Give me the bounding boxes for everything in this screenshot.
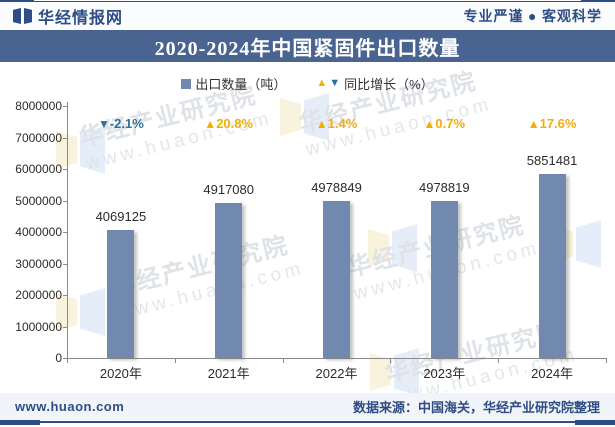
bar-2021年 [215, 203, 243, 358]
y-tick [63, 200, 67, 202]
y-tick [63, 106, 67, 107]
growth-label-2021年: ▲20.8% [181, 116, 277, 131]
growth-value: 20.8% [216, 116, 254, 131]
footer-site-url: www.huaon.com [15, 399, 125, 414]
y-tick-label: 1000000 [15, 319, 62, 334]
y-tick-label: 6000000 [15, 162, 62, 176]
growth-value: 17.6% [539, 116, 577, 131]
y-tick-label: 2000000 [15, 288, 62, 302]
top-rule [0, 1, 615, 2]
triangle-up-icon: ▲ [423, 117, 436, 131]
x-tick [606, 358, 607, 363]
bar-2024年 [538, 173, 566, 358]
site-header: 华经情报网 专业严谨 ● 客观科学 [0, 2, 615, 30]
bar-value-2020年: 4069125 [95, 208, 147, 224]
data-source-note: 数据来源：中国海关，华经产业研究院整理 [352, 400, 600, 415]
x-label-2021年: 2021年 [207, 366, 250, 381]
x-tick [282, 358, 284, 363]
bar-value-2024年: 5851481 [526, 152, 578, 168]
triangle-down-icon: ▼ [329, 77, 341, 89]
growth-value: 1.4% [327, 116, 358, 131]
y-tick-label: 0 [55, 351, 62, 365]
chart-legend: 出口数量（吨） ▲ ▼ 同比增长（%） [0, 74, 615, 93]
title-band: 2020-2024年中国紧固件出口数量 [0, 30, 615, 62]
triangle-up-icon: ▲ [204, 117, 217, 131]
growth-label-2023年: ▲0.7% [396, 116, 492, 131]
x-tick [390, 358, 392, 363]
bar-2023年 [430, 201, 458, 358]
x-axis-line [67, 358, 607, 359]
legend-label-export: 出口数量（吨） [195, 77, 287, 92]
legend-item-export: 出口数量（吨） [181, 74, 286, 93]
bar-value-2021年: 4917080 [203, 182, 254, 198]
bottom-rule-right-cap [575, 419, 615, 425]
triangle-down-icon: ▼ [97, 117, 110, 131]
growth-label-2024年: ▲17.6% [504, 116, 600, 131]
y-tick [63, 169, 67, 170]
y-tick-label: 3000000 [15, 256, 62, 271]
growth-value: -2.1% [109, 116, 144, 131]
triangle-up-icon: ▲ [316, 77, 328, 89]
x-label-2023年: 2023年 [423, 366, 466, 381]
x-label-2022年: 2022年 [315, 366, 358, 381]
bar-value-2022年: 4978849 [311, 180, 362, 196]
y-tick [63, 263, 67, 265]
bar-value-2023年: 4978819 [418, 180, 470, 196]
chart-title: 2020-2024年中国紧固件出口数量 [154, 37, 461, 60]
y-tick [63, 358, 67, 359]
bottom-rule [0, 421, 615, 423]
bottom-rule-left-cap [0, 419, 40, 425]
watermark-logo-icon [366, 224, 420, 272]
y-tick-label: 5000000 [15, 193, 62, 208]
x-tick [67, 358, 68, 363]
legend-item-growth: ▲ ▼ 同比增长（%） [316, 74, 433, 93]
bar-2022年 [323, 201, 350, 358]
legend-label-growth: 同比增长（%） [344, 77, 434, 92]
growth-label-2022年: ▲1.4% [289, 116, 385, 131]
bar-swatch-icon [181, 78, 192, 89]
page-footer: www.huaon.com 数据来源：中国海关，华经产业研究院整理 [0, 393, 615, 420]
y-axis-line [67, 102, 68, 359]
y-tick [63, 295, 67, 296]
y-tick-label: 8000000 [15, 99, 62, 113]
watermark-logo-icon [54, 126, 108, 174]
x-tick [498, 358, 500, 363]
y-tick [63, 326, 67, 328]
header-slogan: 专业严谨 ● 客观科学 [463, 10, 602, 25]
growth-value: 0.7% [435, 116, 466, 131]
brand-name: 华经情报网 [38, 10, 124, 27]
brand: 华经情报网 [13, 4, 123, 28]
triangle-up-icon: ▲ [527, 117, 540, 131]
huajing-logo-icon [13, 8, 32, 24]
growth-label-2020年: ▼-2.1% [73, 116, 169, 131]
y-tick [63, 137, 67, 139]
bar-2020年 [107, 229, 135, 358]
triangle-up-icon: ▲ [315, 117, 328, 131]
x-label-2020年: 2020年 [99, 366, 142, 381]
y-tick-label: 7000000 [15, 130, 62, 145]
y-tick-label: 4000000 [15, 225, 62, 239]
x-tick [174, 358, 176, 363]
x-label-2024年: 2024年 [531, 366, 574, 381]
y-tick [63, 232, 67, 233]
